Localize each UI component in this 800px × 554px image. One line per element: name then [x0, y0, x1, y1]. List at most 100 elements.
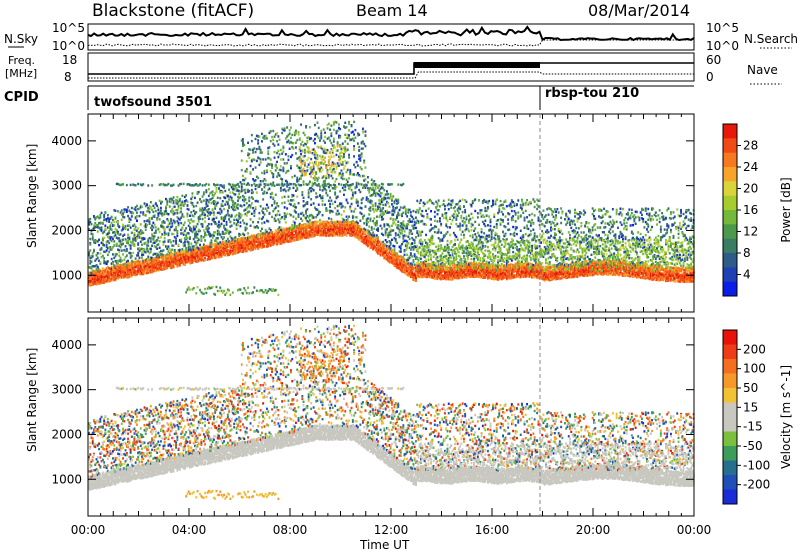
power-cell [225, 220, 228, 224]
power-cell [300, 164, 302, 168]
power-cell [307, 226, 310, 229]
power-cell [129, 253, 132, 257]
power-cell [151, 224, 153, 227]
power-cell [267, 162, 270, 166]
power-cell [261, 132, 263, 136]
power-cell [187, 232, 190, 235]
power-cell [195, 242, 198, 245]
power-cell [89, 237, 92, 241]
power-cell [178, 262, 181, 265]
power-cell [239, 213, 242, 216]
power-cell [248, 292, 251, 295]
power-cell [195, 204, 198, 208]
power-cell [142, 249, 145, 252]
power-cell [119, 183, 122, 187]
power-cell [281, 131, 284, 135]
power-cell [300, 143, 302, 146]
power-cell [298, 166, 301, 170]
power-cell [292, 198, 295, 202]
power-cell [143, 220, 146, 223]
power-cell [262, 180, 265, 183]
power-cell [163, 254, 166, 258]
power-cell [287, 134, 290, 137]
power-cell [153, 241, 156, 245]
power-cell [143, 266, 146, 270]
power-cell [93, 250, 95, 253]
power-cell [237, 220, 239, 224]
power-cell [136, 272, 138, 275]
power-cell [252, 178, 254, 181]
power-cell [257, 233, 260, 236]
power-cell [163, 237, 166, 240]
power-cell [295, 235, 297, 238]
power-cell [108, 271, 111, 275]
power-cell [191, 259, 194, 262]
cpid-segment-1: twofsound 3501 [94, 95, 212, 110]
power-cell [160, 261, 162, 264]
power-cell [206, 254, 209, 257]
power-cell [306, 214, 309, 218]
power-cell [276, 183, 278, 186]
power-cell [157, 253, 160, 256]
power-cell [298, 229, 301, 232]
power-cell [295, 225, 297, 228]
power-cell [276, 230, 278, 233]
power-cell [129, 262, 132, 265]
power-cell [312, 171, 315, 175]
power-cell [213, 249, 215, 253]
power-cell [161, 250, 164, 253]
power-cell [175, 240, 177, 243]
power-cell [99, 216, 102, 219]
power-cell [139, 240, 142, 243]
power-cell [141, 267, 143, 271]
power-cell [213, 213, 215, 217]
power-cell [288, 238, 291, 241]
power-cell [279, 231, 282, 234]
power-cell [225, 243, 228, 246]
power-cell [93, 281, 95, 284]
power-cell [266, 237, 268, 240]
power-cell [291, 233, 294, 236]
power-cell [143, 213, 146, 217]
power-cell [272, 183, 275, 186]
power-cell [320, 132, 323, 135]
power-cell [173, 205, 176, 208]
power-cell [296, 176, 299, 179]
power-cell [231, 240, 234, 243]
power-cell [146, 257, 148, 261]
power-cell [233, 184, 236, 187]
power-cell [257, 243, 260, 246]
power-cell [269, 183, 272, 186]
nave-dense-block [414, 62, 540, 68]
power-cell [89, 274, 92, 278]
power-cell [124, 267, 127, 270]
power-cell [129, 251, 132, 255]
power-cell [153, 260, 156, 263]
power-cell [257, 239, 260, 243]
power-cell [167, 257, 170, 260]
power-cell [326, 209, 329, 212]
power-cell [177, 243, 180, 246]
power-cell [210, 255, 213, 258]
power-cell [123, 266, 126, 270]
power-cell [103, 275, 106, 279]
power-cell [223, 184, 225, 187]
power-cell [220, 191, 223, 194]
power-cell [298, 235, 301, 239]
power-cell [207, 233, 210, 236]
power-cell [254, 236, 257, 239]
power-cell [259, 245, 262, 248]
power-cell [94, 265, 97, 268]
power-cell [257, 142, 260, 145]
power-cell [147, 219, 150, 223]
power-cell [264, 235, 267, 238]
power-cell [95, 277, 98, 281]
power-cell [281, 240, 284, 244]
power-cell [282, 237, 285, 241]
power-cell [305, 232, 307, 235]
power-cell [143, 202, 146, 205]
power-cell [295, 129, 297, 132]
power-cell [101, 272, 104, 275]
power-cell [134, 272, 137, 275]
power-cell [245, 249, 248, 252]
